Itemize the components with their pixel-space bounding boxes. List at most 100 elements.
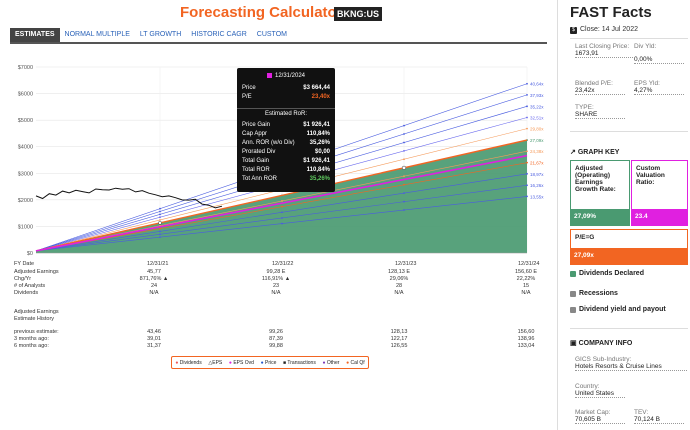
table-cell: N/A	[149, 290, 159, 296]
table-row	[14, 297, 544, 304]
legend-item[interactable]: ● Other	[322, 360, 339, 366]
valuation-point	[403, 124, 405, 127]
toggle-label: Dividends Declared	[579, 270, 644, 277]
tooltip-section-title: Estimated RoR:	[237, 108, 335, 117]
table-cell: 45,77	[147, 269, 161, 275]
eps-marker	[401, 165, 407, 170]
valuation-point	[403, 175, 405, 178]
legend-item[interactable]: ● Price	[261, 360, 277, 366]
legend-item[interactable]: △EPS	[208, 360, 222, 366]
fact-value[interactable]: SHARE	[575, 111, 625, 119]
multiple-label: 16,26x	[530, 183, 544, 188]
table-row: # of Analysts 24 23 28 15	[14, 283, 544, 290]
table-cell: 87,39	[269, 336, 283, 342]
tab-bar: ESTIMATES NORMAL MULTIPLE LT GROWTH HIST…	[10, 28, 292, 42]
legend-item[interactable]: ● Dividends	[175, 360, 201, 366]
dividend-icon: ●	[175, 359, 179, 366]
box-label: Adjusted (Operating) Earnings Growth Rat…	[575, 165, 616, 193]
toggle-dividend-yield[interactable]: Dividend yield and payout	[570, 306, 666, 313]
close-date: $ Close: 14 Jul 2022	[570, 26, 638, 34]
x-tick-label: 12/31/22	[272, 261, 294, 267]
company-value[interactable]: 70,124 B	[634, 416, 684, 424]
company-label: Country:	[575, 383, 600, 390]
tooltip-label: Tot Ann ROR	[242, 176, 278, 182]
tab-custom[interactable]: CUSTOM	[256, 31, 287, 38]
fact-label: TYPE:	[575, 104, 594, 111]
legend-label: EPS	[212, 359, 223, 366]
tooltip-pe-row: P/E 23,40x	[242, 94, 330, 100]
fast-facts-sidebar: FAST Facts $ Close: 14 Jul 2022 Last Clos…	[557, 0, 690, 430]
company-value[interactable]: 70,605 B	[575, 416, 625, 424]
legend-item[interactable]: ● Cal Qf	[346, 360, 365, 366]
fact-value[interactable]: 23,42x	[575, 87, 625, 95]
growth-rate-box[interactable]: Adjusted (Operating) Earnings Growth Rat…	[570, 160, 630, 226]
valuation-point	[281, 200, 283, 202]
tooltip-value: 23,40x	[311, 94, 330, 100]
valuation-ratio-box[interactable]: Custom Valuation Ratio: 23.4	[631, 160, 688, 226]
tooltip-value: 35,26%	[309, 176, 330, 182]
fact-label: Blended P/E:	[575, 80, 613, 87]
company-value[interactable]: United States	[575, 390, 625, 398]
table-cell: 116,91% ▲	[261, 276, 291, 282]
table-row: 6 months ago: 31,37 99,88 126,55 133,04	[14, 343, 544, 350]
table-row: Adjusted Earnings 45,77 99,28 E 128,13 E 156…	[14, 269, 544, 276]
toggle-dividends-declared[interactable]: Dividends Declared	[570, 270, 644, 277]
table-row-fy-date: FY Date 12/31/21 12/31/22 12/31/23 12/31…	[14, 261, 544, 268]
valuation-point	[403, 158, 405, 161]
pe-g-box[interactable]: P/E=G 27,09x	[570, 229, 688, 265]
tab-lt-growth[interactable]: LT GROWTH	[139, 31, 182, 38]
table-cell: 138,96	[517, 336, 535, 342]
y-tick-label: $5000	[18, 118, 33, 124]
valuation-point	[403, 200, 405, 203]
other-icon: ●	[322, 359, 326, 366]
company-market-cap: Market Cap: 70,605 B	[575, 409, 625, 424]
transactions-icon: ■	[283, 359, 287, 366]
company-label: Market Cap:	[575, 409, 611, 416]
fact-value[interactable]: 1673,91	[575, 50, 633, 58]
valuation-point	[159, 233, 161, 236]
tooltip-row: Cap Appr 110,84%	[242, 131, 330, 137]
x-tick-label: 12/31/23	[395, 261, 417, 267]
tooltip-label: Total ROR	[242, 167, 270, 173]
valuation-point	[526, 184, 528, 187]
y-tick-label: $6000	[18, 92, 33, 98]
row-label: 6 months ago:	[14, 343, 49, 349]
tooltip-label: Ann. ROR (w/o Div)	[242, 140, 295, 146]
table-cell: N/A	[394, 290, 404, 296]
close-date-text: Close: 14 Jul 2022	[580, 26, 638, 33]
tooltip-value: $3 664,44	[303, 85, 330, 91]
company-tev: TEV: 70,124 B	[634, 409, 684, 424]
legend-item[interactable]: ■ Transactions	[283, 360, 316, 366]
row-label: # of Analysts	[14, 283, 46, 289]
tab-historic-cagr[interactable]: HISTORIC CAGR	[191, 31, 247, 38]
graph-key-title: GRAPH KEY	[577, 149, 620, 156]
fact-value[interactable]: 0,00%	[634, 56, 684, 64]
tab-normal-multiple[interactable]: NORMAL MULTIPLE	[64, 31, 130, 38]
multiple-label: 37,93x	[530, 93, 544, 98]
toggle-label: Recessions	[579, 290, 618, 297]
table-row: 3 months ago: 39,01 87,39 122,17 138,96	[14, 336, 544, 343]
y-tick-label: $7000	[18, 65, 33, 71]
box-value: 27,09x	[571, 248, 687, 264]
legend-item[interactable]: ● EPS Ovd	[229, 360, 254, 366]
valuation-point	[526, 172, 528, 175]
valuation-point	[159, 213, 161, 216]
fact-div-yld: Div Yld: 0,00%	[634, 43, 684, 64]
table-row: Estimate History	[14, 316, 544, 323]
tab-estimates[interactable]: ESTIMATES	[10, 28, 60, 42]
box-value: 27,09%	[571, 209, 629, 225]
fact-value[interactable]: 4,27%	[634, 87, 684, 95]
company-value[interactable]: Hotels Resorts & Cruise Lines	[575, 363, 687, 371]
tooltip-value: 110,84%	[306, 167, 330, 173]
valuation-point	[159, 210, 161, 213]
legend-label: Transactions	[287, 359, 316, 366]
x-tick-label: FY Date	[14, 261, 35, 267]
table-cell: 99,26	[269, 329, 283, 335]
chart-legend[interactable]: ● Dividends △EPS ● EPS Ovd ● Price ■ Tra…	[171, 356, 369, 369]
eps-marker	[158, 221, 162, 225]
valuation-point	[403, 141, 405, 144]
valuation-point	[159, 207, 161, 210]
box-value: 23.4	[632, 209, 687, 225]
price-line	[35, 187, 223, 209]
toggle-recessions[interactable]: Recessions	[570, 290, 618, 297]
